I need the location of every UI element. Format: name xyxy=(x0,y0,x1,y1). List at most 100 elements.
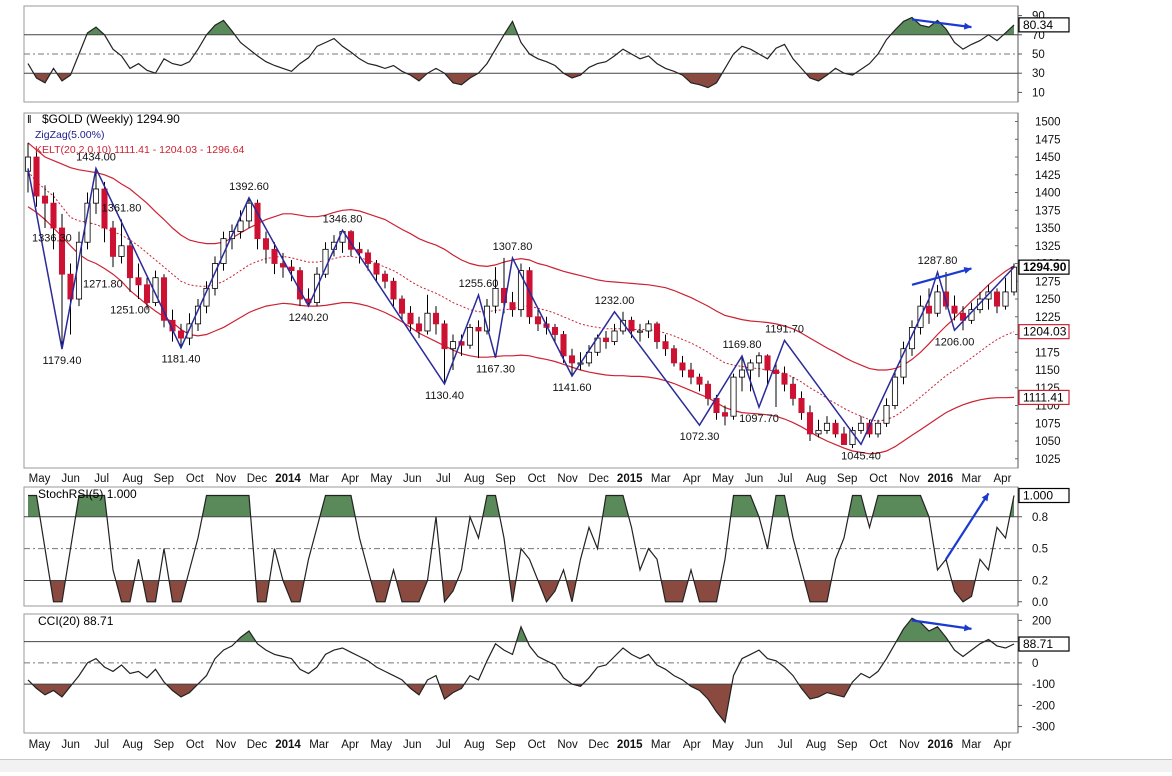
candle-body xyxy=(764,355,771,371)
price-tick-label: 1275 xyxy=(1035,276,1061,288)
candle-body xyxy=(857,422,865,431)
x-axis-label: 2015 xyxy=(617,473,643,485)
price-axis-marker-box xyxy=(1018,324,1070,340)
candle-body xyxy=(364,252,372,264)
price-annotation: 1130.40 xyxy=(425,390,464,402)
x-axis-label: Oct xyxy=(186,473,205,485)
candle-body xyxy=(772,369,780,374)
x-axis-label: Sep xyxy=(495,739,515,751)
candle-body xyxy=(925,305,933,314)
x-axis-label: Jun xyxy=(745,739,764,751)
annotation-arrow-line xyxy=(945,492,990,560)
annotation-arrow-line xyxy=(911,267,972,286)
x-axis-label: Jul xyxy=(778,473,793,485)
price-tick-label: 1225 xyxy=(1035,312,1061,324)
x-axis-label: Apr xyxy=(341,473,359,485)
x-axis-label: Dec xyxy=(588,739,609,751)
candlestick-icon: ‖ xyxy=(27,114,32,126)
candle-body xyxy=(152,277,159,303)
candle-body xyxy=(1002,291,1009,307)
price-axis-marker-box xyxy=(1018,259,1070,275)
stoch-tick-label: 0.0 xyxy=(1032,597,1048,609)
candle-body xyxy=(602,337,610,343)
x-axis-label: 2016 xyxy=(928,473,954,485)
candle-body xyxy=(874,422,882,435)
price-annotation: 1271.80 xyxy=(83,278,123,290)
price-annotation: 1181.40 xyxy=(162,354,201,366)
candle-body xyxy=(721,412,729,417)
candle-body xyxy=(908,327,916,350)
cci-tick-label: -200 xyxy=(1032,700,1055,712)
price-annotation: 1232.00 xyxy=(595,295,635,307)
candle-body xyxy=(109,227,117,257)
rsi-last-value: 80.34 xyxy=(1023,18,1053,32)
candle-body xyxy=(245,202,253,222)
candle-body xyxy=(789,383,797,399)
x-axis-label: May xyxy=(370,473,392,485)
candle-body xyxy=(993,291,1001,307)
price-axis-marker: 1111.41 xyxy=(1023,390,1064,404)
price-annotation: 1240.20 xyxy=(289,312,329,324)
price-tick-label: 1250 xyxy=(1035,294,1061,306)
cci-tick-label: -100 xyxy=(1032,679,1055,691)
price-annotation: 1336.30 xyxy=(32,233,72,245)
x-axis-label: Jun xyxy=(403,473,422,485)
price-tick-label: 1025 xyxy=(1035,454,1061,466)
x-axis-label: Oct xyxy=(869,473,888,485)
price-tick-label: 1450 xyxy=(1035,152,1061,164)
x-axis-label: Nov xyxy=(899,739,920,751)
candle-body xyxy=(143,284,151,303)
price-annotation: 1307.80 xyxy=(493,241,533,253)
x-axis-label: Apr xyxy=(683,739,701,751)
rsi-tick-label: 70 xyxy=(1032,30,1045,42)
annotation-arrow-line xyxy=(911,619,972,630)
stoch-tick-label: 0.8 xyxy=(1032,512,1048,524)
x-axis-label: Sep xyxy=(495,473,515,485)
x-axis-label: Jul xyxy=(436,473,451,485)
price-annotation: 1097.70 xyxy=(739,413,779,425)
x-axis-label: Sep xyxy=(154,473,174,485)
stochrsi-last-value: 1.000 xyxy=(1023,489,1053,503)
candle-body xyxy=(381,273,389,282)
candle-body xyxy=(288,266,295,272)
candle-body xyxy=(237,220,244,232)
x-axis-label: Dec xyxy=(588,473,609,485)
stochrsi-last-value-box xyxy=(1018,487,1070,504)
candle-body xyxy=(747,362,754,371)
price-axis-marker: 1204.03 xyxy=(1023,325,1067,339)
x-axis-label: Nov xyxy=(216,739,237,751)
price-annotation: 1251.00 xyxy=(110,304,150,316)
x-axis-label: Dec xyxy=(247,739,268,751)
price-annotation: 1191.70 xyxy=(765,323,804,335)
candle-body xyxy=(373,263,380,275)
x-axis-label: Oct xyxy=(186,739,205,751)
candle-body xyxy=(951,305,958,314)
x-axis-label: Oct xyxy=(528,739,547,751)
candle-body xyxy=(1010,266,1018,293)
x-axis-label: Oct xyxy=(869,739,888,751)
x-axis-label: Mar xyxy=(309,473,329,485)
candle-body xyxy=(262,238,270,250)
x-axis-label: Nov xyxy=(557,473,578,485)
price-annotation: 1361.80 xyxy=(102,203,142,215)
price-tick-label: 1350 xyxy=(1035,223,1061,235)
candle-body xyxy=(815,429,822,435)
cci-tick-label: -300 xyxy=(1032,722,1055,734)
x-axis-label: Mar xyxy=(651,473,671,485)
x-axis-label: Aug xyxy=(806,473,826,485)
candle-body xyxy=(432,312,440,325)
price-annotation: 1287.80 xyxy=(918,255,958,267)
keltner-legend: KELT(20,2.0,10) 1111.41 - 1204.03 - 1296… xyxy=(35,144,245,156)
cci-tick-label: 0 xyxy=(1032,658,1038,670)
price-annotation: 1346.80 xyxy=(323,213,363,225)
x-axis-label: Aug xyxy=(122,739,142,751)
annotation-arrow-head xyxy=(963,267,972,274)
candle-body xyxy=(798,398,805,414)
x-axis-label: Aug xyxy=(464,473,484,485)
candle-body xyxy=(526,270,533,318)
x-axis-label: Jul xyxy=(436,739,451,751)
stoch-tick-label: 0.2 xyxy=(1032,576,1048,588)
annotation-arrow-head xyxy=(981,493,989,502)
candle-body xyxy=(118,245,125,257)
